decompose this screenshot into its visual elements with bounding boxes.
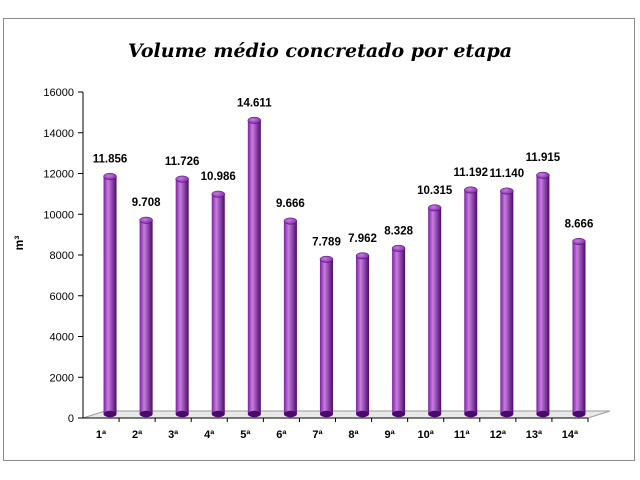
- data-label: 8.328: [384, 225, 413, 237]
- bar-top: [500, 187, 514, 195]
- y-tick-label: 12000: [43, 169, 74, 181]
- chart-frame: Volume médio concretado por etapa m³ 0 20…: [3, 18, 635, 461]
- y-tick-label: 4000: [50, 332, 74, 344]
- bar-top: [464, 186, 478, 194]
- bar: [464, 189, 478, 414]
- bar: [392, 248, 406, 414]
- bar-top: [536, 171, 550, 179]
- bar-base: [356, 410, 370, 418]
- bar-top: [247, 116, 262, 124]
- x-tick-label: 8ª: [348, 429, 359, 441]
- data-label: 11.915: [526, 152, 561, 164]
- bar: [536, 175, 550, 414]
- data-label: 11.856: [93, 153, 128, 165]
- x-tick-label: 13ª: [526, 429, 543, 441]
- bar-top: [427, 204, 442, 212]
- bar-base: [211, 410, 225, 418]
- x-tick-label: 11ª: [454, 429, 471, 441]
- bar-top: [175, 175, 189, 183]
- bar: [572, 241, 586, 414]
- x-tick-label: 3ª: [168, 429, 179, 441]
- chart-title: Volume médio concretado por etapa: [128, 40, 512, 62]
- x-tick-label: 9ª: [385, 429, 396, 441]
- x-tick-label: 1ª: [96, 429, 107, 441]
- plot-area: 0 2000 4000 6000 8000 10000 12000 14000 16000 11.…: [43, 87, 611, 441]
- data-label: 10.315: [417, 185, 453, 197]
- bar-top: [103, 172, 117, 180]
- bar-chart: Volume médio concretado por etapa m³ 0 20…: [12, 40, 611, 441]
- bar-base: [392, 410, 406, 418]
- data-label: 10.986: [201, 171, 236, 183]
- bar: [247, 120, 261, 414]
- bar-base: [103, 410, 117, 418]
- bar-base: [139, 410, 153, 418]
- bar-base: [428, 410, 442, 418]
- bar-base: [175, 410, 189, 418]
- x-tick-label: 12ª: [490, 429, 507, 441]
- y-tick-label: 10000: [43, 209, 74, 221]
- bar-base: [572, 410, 586, 418]
- bar: [283, 221, 297, 414]
- bar: [356, 255, 370, 414]
- data-label: 9.708: [132, 197, 161, 209]
- bar: [500, 191, 514, 414]
- bar-top: [283, 217, 298, 225]
- x-tick-label: 2ª: [132, 429, 143, 441]
- bar-base: [464, 410, 478, 418]
- chart-floor: [82, 410, 611, 419]
- x-tick-label: 10ª: [418, 429, 435, 441]
- bar-top: [319, 255, 334, 263]
- bar-top: [139, 216, 153, 224]
- data-label: 11.726: [165, 156, 200, 168]
- bar-top: [355, 252, 370, 260]
- y-tick-label: 2000: [50, 372, 74, 384]
- y-tick-label: 0: [68, 413, 74, 425]
- data-label: 14.611: [237, 97, 272, 109]
- bar: [211, 194, 225, 414]
- bar-base: [536, 410, 550, 418]
- bar-top: [211, 190, 225, 198]
- bar-top: [572, 237, 586, 245]
- data-label: 7.789: [312, 236, 341, 248]
- bar: [319, 259, 333, 414]
- y-tick-label: 14000: [43, 128, 74, 140]
- y-tick-label: 8000: [50, 250, 74, 262]
- x-tick-label: 4ª: [204, 429, 215, 441]
- data-label: 11.140: [490, 168, 525, 180]
- bar: [103, 176, 117, 414]
- data-label: 8.666: [565, 218, 594, 230]
- bar: [139, 220, 153, 414]
- bar: [175, 179, 189, 414]
- x-tick-label: 5ª: [240, 429, 251, 441]
- bar-top: [391, 244, 406, 252]
- x-tick-label: 7ª: [312, 429, 323, 441]
- bar-base: [247, 410, 261, 418]
- y-axis-label: m³: [12, 236, 26, 251]
- data-label: 9.666: [276, 198, 305, 210]
- y-tick-label: 6000: [50, 291, 74, 303]
- data-label: 7.962: [348, 233, 377, 245]
- bar-base: [283, 410, 297, 418]
- y-tick-label: 16000: [43, 87, 74, 99]
- bar-base: [319, 410, 333, 418]
- x-tick-label: 6ª: [276, 429, 287, 441]
- bar: [428, 207, 442, 414]
- data-label: 11.192: [453, 167, 488, 179]
- bar-base: [500, 410, 514, 418]
- x-tick-label: 14ª: [562, 429, 579, 441]
